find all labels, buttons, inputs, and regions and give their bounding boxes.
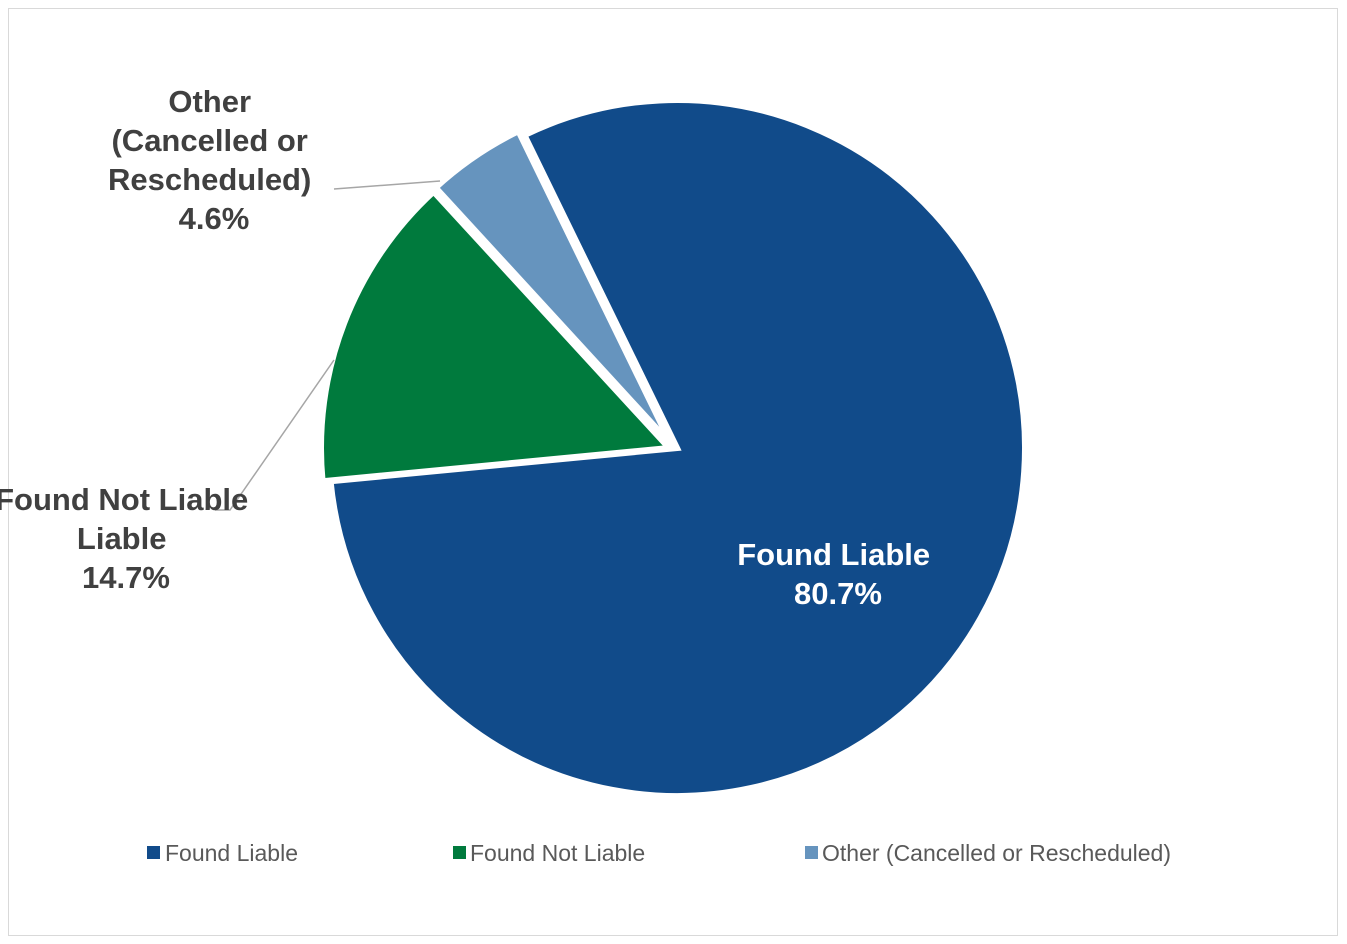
legend-item-found-not-liable: Found Not Liable: [453, 840, 645, 866]
data-label-found-not-liable: Found Not Liable Liable 14.7%: [0, 482, 257, 595]
data-label-found-liable-value: 80.7%: [794, 576, 882, 611]
data-label-other-value: 4.6%: [179, 201, 250, 236]
legend-item-found-liable: Found Liable: [147, 840, 298, 866]
data-label-found-not-liable-value: 14.7%: [82, 560, 170, 595]
leader-line-found-not-liable: [215, 359, 335, 511]
data-label-found-not-liable-line2: Liable: [77, 521, 167, 556]
legend-label-found-not-liable: Found Not Liable: [470, 840, 645, 866]
legend: Found Liable Found Not Liable Other (Can…: [147, 840, 1171, 866]
pie-slice-found-not-liable: [318, 187, 676, 485]
legend-label-other: Other (Cancelled or Rescheduled): [822, 840, 1171, 866]
legend-label-found-liable: Found Liable: [165, 840, 298, 866]
legend-swatch-other: [805, 846, 818, 859]
legend-swatch-found-liable: [147, 846, 160, 859]
data-label-found-liable-name: Found Liable: [737, 537, 930, 572]
data-label-found-liable: Found Liable 80.7%: [737, 537, 939, 611]
pie-slice-found-liable: [327, 97, 1028, 799]
pie-slices: [318, 97, 1028, 799]
legend-swatch-found-not-liable: [453, 846, 466, 859]
data-label-other-line2: (Cancelled or: [111, 123, 307, 158]
data-label-found-not-liable-line1: Found Not Liable: [0, 482, 248, 517]
data-label-other-line1: Other: [168, 84, 251, 119]
leader-line-other: [333, 180, 441, 190]
data-label-other-line3: Rescheduled): [108, 162, 311, 197]
data-label-other: Other (Cancelled or Rescheduled) 4.6%: [108, 84, 320, 236]
legend-item-other: Other (Cancelled or Rescheduled): [805, 840, 1171, 866]
pie-slice-other-cancelled-or-rescheduled: [431, 127, 674, 447]
